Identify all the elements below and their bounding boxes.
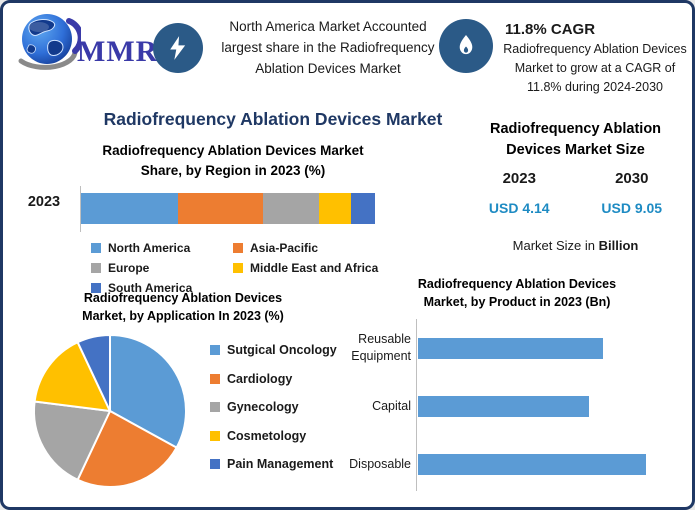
legend-swatch (91, 283, 101, 294)
legend-label: Sutgical Oncology (227, 343, 337, 358)
legend-swatch (210, 373, 220, 384)
pie-slice-pain-management (76, 334, 111, 413)
pie-slice-sutgical-oncology (109, 334, 187, 449)
product-category-label: Disposable (349, 456, 411, 471)
legend-item-europe: Europe (91, 261, 233, 275)
legend-swatch (91, 243, 101, 254)
year-start: 2023 (502, 170, 536, 188)
product-bar-area (418, 395, 646, 417)
highlight-text: North America Market Accounted largest s… (221, 19, 435, 76)
legend-swatch (233, 243, 243, 254)
market-size-values: USD 4.14 USD 9.05 (463, 200, 688, 216)
market-size-years: 2023 2030 (463, 170, 688, 187)
legend-swatch (210, 430, 220, 441)
legend-label: Gynecology (227, 400, 299, 415)
region-stacked-bar (81, 193, 375, 225)
product-bar-reusable-equipment (418, 337, 603, 359)
cagr-title: 11.8% CAGR (505, 21, 596, 38)
legend-label: Middle East and Africa (250, 261, 379, 276)
legend-label: Europe (108, 261, 150, 276)
bar-segment-europe (263, 193, 320, 225)
pie-slice-gynecology (33, 400, 111, 482)
product-y-axis (416, 319, 417, 492)
bar-segment-south-america (351, 193, 375, 225)
pie-slice-cardiology (76, 410, 178, 489)
legend-item-asia-pacific: Asia-Pacific (233, 241, 448, 255)
legend-swatch (210, 345, 220, 356)
legend-item-cardiology: Cardiology (210, 372, 337, 386)
logo-text: MMR (77, 35, 159, 68)
product-row-reusable-equipment: Reusable Equipment (343, 319, 691, 377)
mmr-logo: MMR (17, 9, 157, 81)
region-plot: 2023 (18, 186, 448, 233)
flame-icon (439, 19, 493, 73)
product-bar-chart: Radiofrequency Ablation Devices Market, … (343, 275, 691, 497)
product-category-label: Capital (372, 398, 411, 413)
legend-item-north-america: North America (91, 241, 233, 255)
legend-item-sutgical-oncology: Sutgical Oncology (210, 343, 337, 357)
product-plot: Reusable Equipment Capital Disposable (343, 319, 691, 497)
product-bar-disposable (418, 453, 646, 475)
region-legend: North America Asia-Pacific Europe Middle Ea… (91, 241, 448, 295)
page-title: Radiofrequency Ablation Devices Market (103, 109, 443, 129)
legend-swatch (210, 459, 220, 470)
legend-item-south-america: South America (91, 281, 233, 295)
legend-item-gynecology: Gynecology (210, 400, 337, 414)
pie-chart-title: Radiofrequency Ablation Devices Market, … (82, 291, 284, 324)
market-size-panel: Radiofrequency Ablation Devices Market S… (463, 119, 688, 253)
highlight-callout: North America Market Accounted largest s… (153, 17, 443, 80)
region-chart-title: Radiofrequency Ablation Devices Market S… (102, 143, 364, 178)
value-end: USD 9.05 (601, 200, 663, 217)
pie-graphic (33, 334, 187, 489)
market-size-title: Radiofrequency Ablation Devices Market S… (489, 121, 662, 159)
product-category-label: Reusable Equipment (351, 332, 411, 364)
legend-label: South America (108, 281, 193, 296)
application-pie-chart: Radiofrequency Ablation Devices Market, … (18, 289, 348, 494)
cagr-text: Radiofrequency Ablation Devices Market t… (503, 42, 687, 94)
legend-item-middle-east-and-africa: Middle East and Africa (233, 261, 448, 275)
legend-label: Pain Management (227, 457, 334, 472)
bar-segment-north-america (81, 193, 179, 225)
legend-label: Cosmetology (227, 428, 307, 443)
legend-swatch (91, 263, 101, 274)
legend-label: North America (108, 241, 191, 256)
product-bar-area (418, 453, 646, 475)
legend-item-pain-management: Pain Management (210, 457, 337, 471)
product-bar-capital (418, 395, 589, 417)
region-y-axis (80, 186, 81, 233)
legend-label: Cardiology (227, 371, 293, 386)
legend-swatch (233, 263, 243, 274)
market-size-note: Market Size in Billion (512, 238, 639, 254)
pie-legend: Sutgical Oncology Cardiology Gynecology Cos… (210, 343, 337, 471)
region-share-chart: Radiofrequency Ablation Devices Market S… (18, 141, 448, 295)
legend-swatch (210, 402, 220, 413)
bar-segment-asia-pacific (178, 193, 264, 225)
legend-item-cosmetology: Cosmetology (210, 429, 337, 443)
legend-label: Asia-Pacific (250, 241, 319, 256)
value-start: USD 4.14 (488, 200, 550, 217)
product-row-capital: Capital (343, 377, 691, 435)
product-chart-title: Radiofrequency Ablation Devices Market, … (417, 277, 617, 310)
bar-segment-middle-east-and-africa (319, 193, 352, 225)
year-end: 2030 (615, 170, 649, 188)
cagr-callout: 11.8% CAGR Radiofrequency Ablation Devic… (439, 19, 691, 96)
region-category-label: 2023 (27, 194, 61, 211)
lightning-icon (153, 23, 203, 74)
pie-slice-cosmetology (33, 341, 111, 413)
product-row-disposable: Disposable (343, 435, 691, 493)
product-bar-area (418, 337, 646, 359)
globe-icon (18, 14, 81, 70)
